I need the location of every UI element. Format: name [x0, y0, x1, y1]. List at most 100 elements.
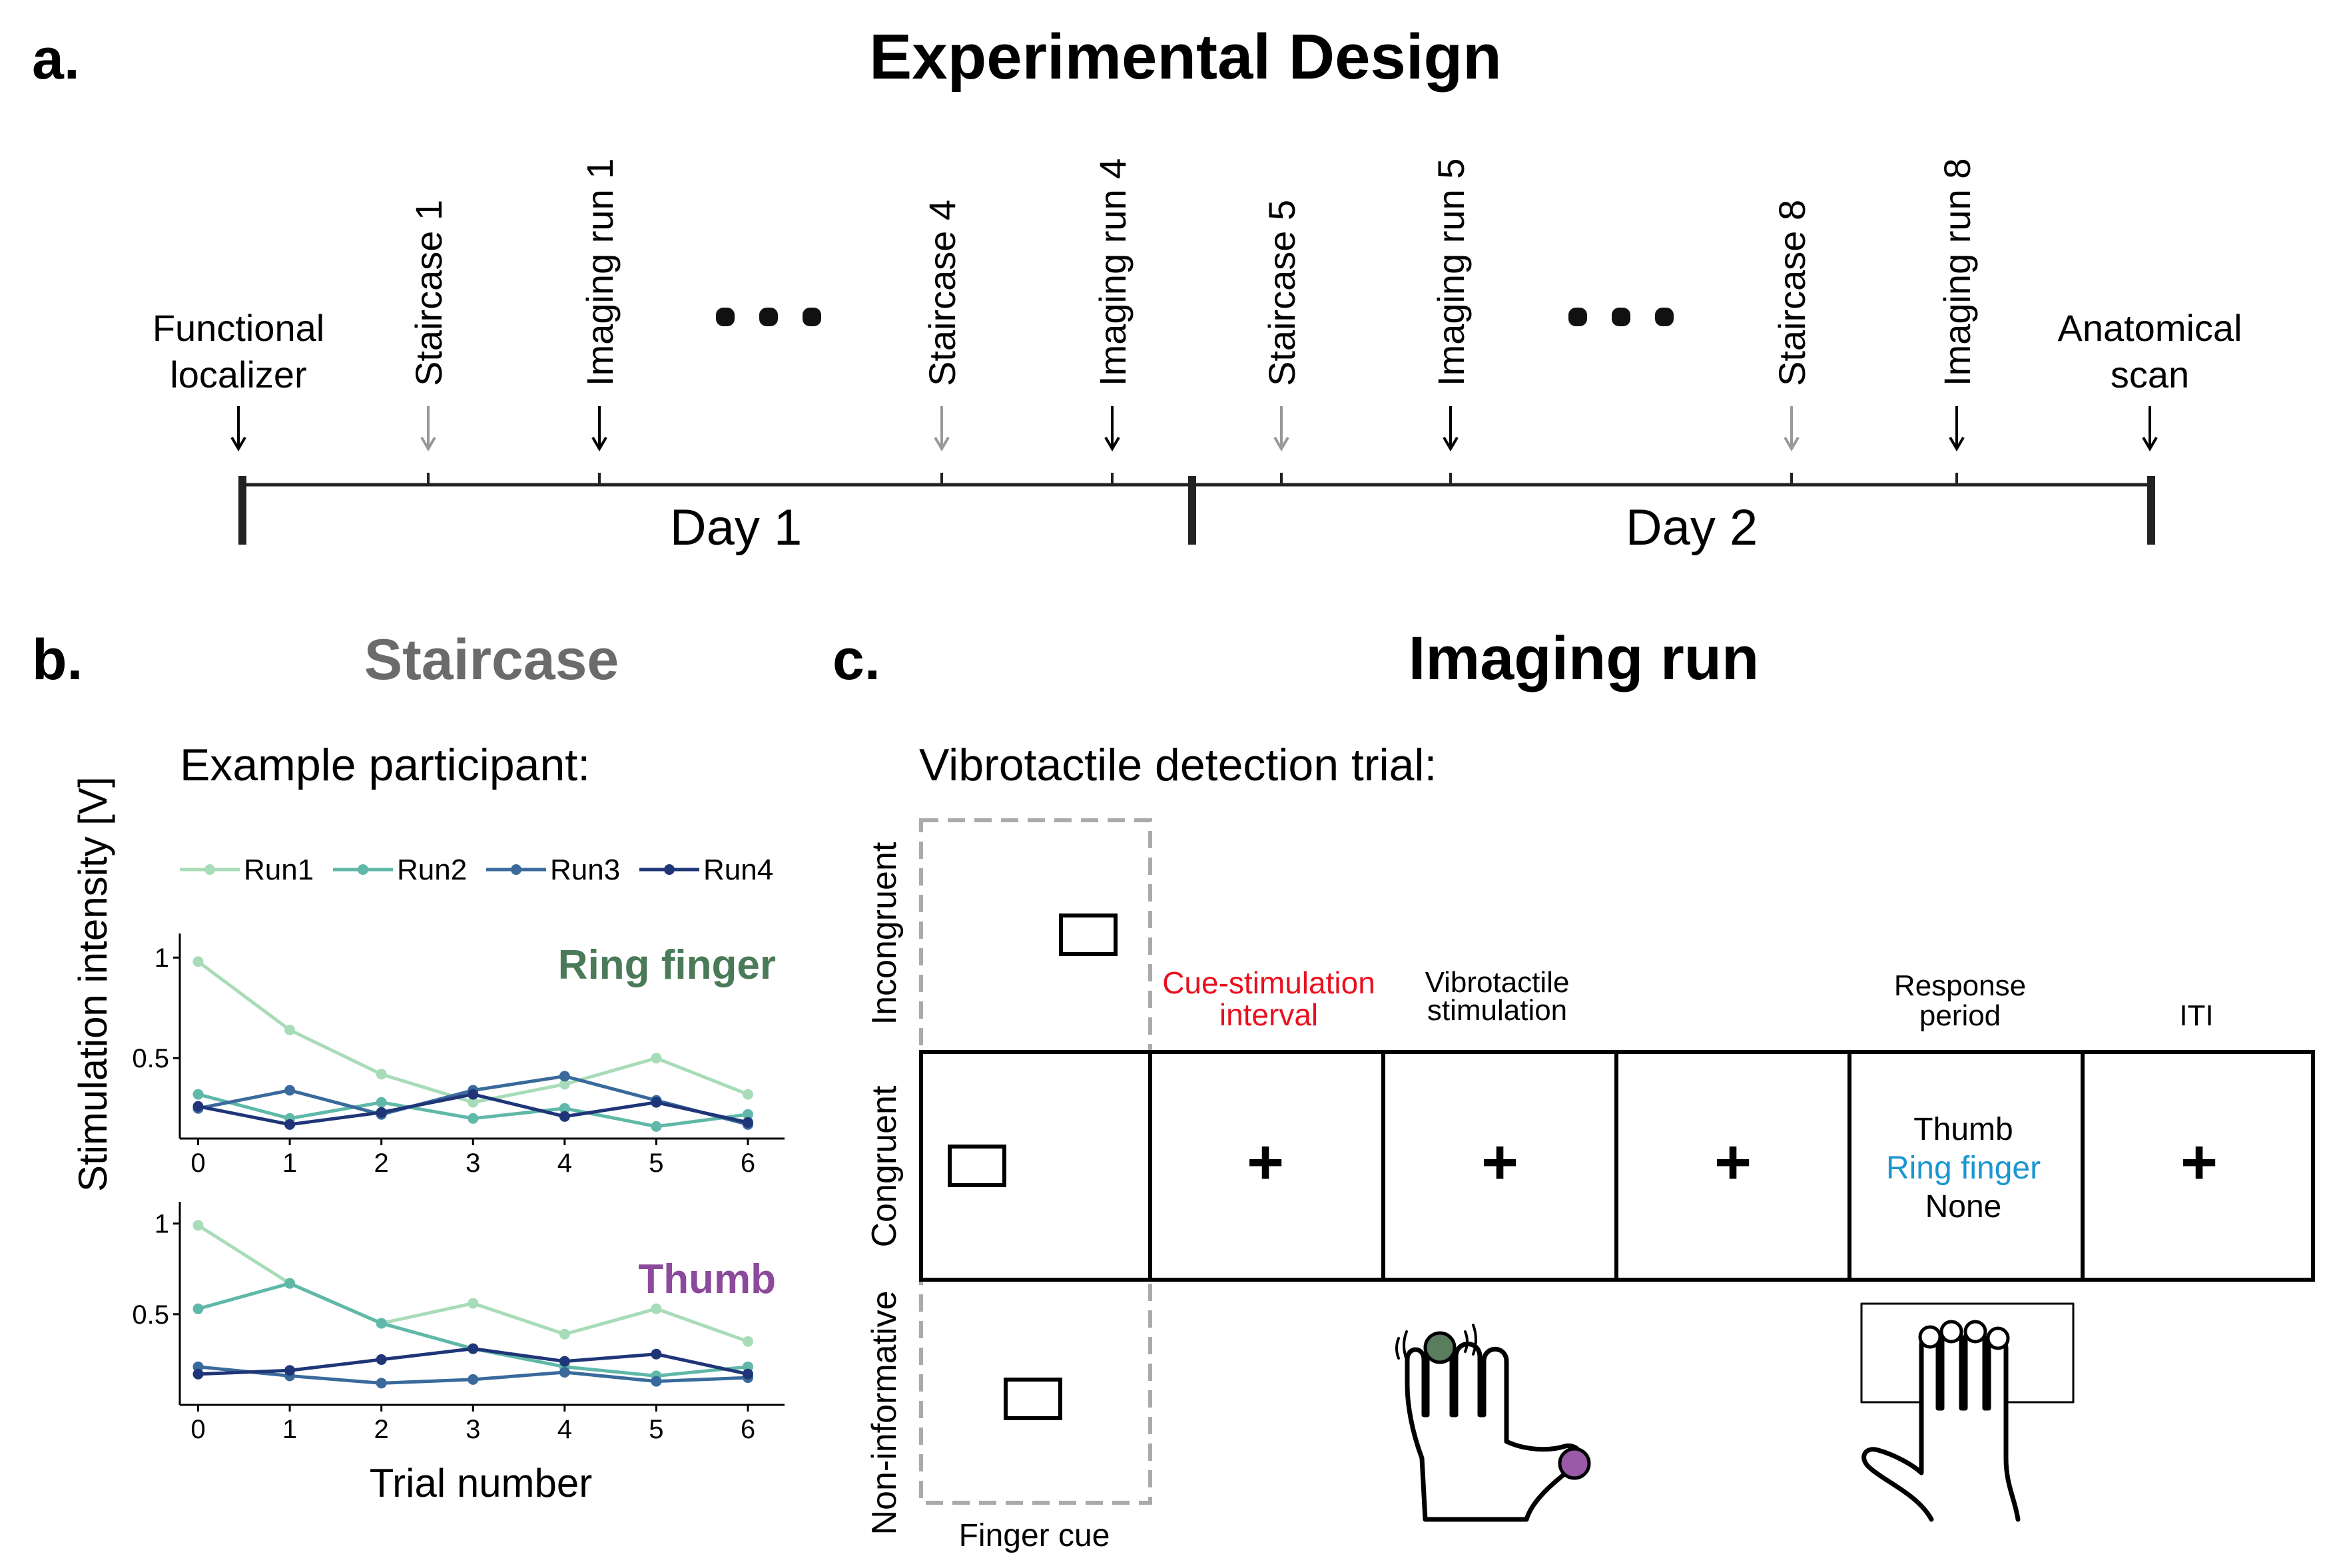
event-staircase-1: Staircase 1 [408, 200, 450, 386]
data-point-run2 [468, 1113, 479, 1124]
day-2-label: Day 2 [1626, 499, 1758, 556]
data-point-run3 [559, 1071, 570, 1082]
x-tick-label: 3 [466, 1415, 480, 1444]
x-tick-label: 3 [466, 1149, 480, 1178]
x-tick-label: 1 [282, 1415, 297, 1444]
legend-swatch-marker [204, 864, 215, 875]
finger-cue-label: Finger cue [959, 1518, 1110, 1553]
event-arrows [230, 406, 2158, 451]
x-tick-label: 5 [649, 1415, 663, 1444]
data-point-run4 [468, 1343, 479, 1354]
fixation-cross: + [1714, 1127, 1752, 1198]
panel-c-subtitle: Vibrotactile detection trial: [919, 740, 1437, 790]
fixation-cross: + [1481, 1127, 1518, 1198]
condition-non-informative: Non-informative [865, 1290, 904, 1535]
event-functional-localizer-line1: Functional [153, 307, 324, 349]
panel-c-title: Imaging run [1409, 625, 1759, 692]
event-staircase-4: Staircase 4 [921, 200, 963, 386]
x-tick-label: 6 [741, 1149, 755, 1178]
data-point-run4 [192, 1368, 204, 1380]
y-tick-label: 0.5 [132, 1300, 169, 1330]
data-point-run2 [192, 1089, 204, 1100]
data-point-run3 [376, 1378, 387, 1389]
data-point-run4 [468, 1089, 479, 1100]
x-tick-label: 0 [190, 1149, 205, 1178]
data-point-run1 [742, 1089, 753, 1100]
data-point-run1 [651, 1303, 662, 1314]
event-imaging-run-8: Imaging run 8 [1936, 158, 1978, 386]
chart-thumb: Thumb 0 1 2 3 4 5 6 0.5 1 [132, 1202, 785, 1444]
data-point-run1 [559, 1328, 570, 1340]
legend-label-run2: Run2 [397, 854, 467, 886]
data-point-run4 [376, 1107, 387, 1118]
response-option-thumb: Thumb [1913, 1112, 2013, 1147]
ellipsis-day1 [716, 308, 821, 326]
timeline [238, 473, 2155, 545]
response-option-ring-finger: Ring finger [1886, 1151, 2041, 1186]
data-point-run4 [742, 1117, 753, 1128]
response-option-none: None [1925, 1189, 2002, 1224]
phase-vibrotactile-line1: Vibrotactile [1425, 966, 1570, 999]
ellipsis-day2 [1568, 308, 1674, 326]
stimulation-hand-icon [1395, 1324, 1591, 1522]
chart-ring-finger: Ring finger 0 1 2 3 4 5 6 0.5 1 [132, 933, 785, 1178]
data-point-run3 [284, 1085, 296, 1096]
data-point-run4 [651, 1348, 662, 1360]
data-point-run2 [559, 1103, 570, 1114]
legend-swatch-marker [358, 864, 368, 875]
panel-b: b. Staircase Example participant: Run1 Ru… [32, 628, 785, 1505]
phase-cue-stimulation-line1: Cue-stimulation [1162, 965, 1375, 1000]
data-point-run4 [284, 1365, 296, 1376]
condition-congruent: Congruent [865, 1085, 904, 1247]
data-point-run4 [376, 1354, 387, 1365]
event-functional-localizer-line2: localizer [170, 354, 306, 395]
fixation-cross: + [2180, 1127, 2218, 1198]
x-tick-label: 1 [282, 1149, 297, 1178]
x-tick-label: 4 [557, 1415, 572, 1444]
cue-congruent-rect [948, 1145, 1006, 1187]
x-tick-label: 2 [374, 1415, 389, 1444]
day-1-label: Day 1 [670, 499, 803, 556]
data-point-run1 [468, 1298, 479, 1309]
data-point-run4 [559, 1111, 570, 1122]
panel-b-title: Staircase [364, 628, 619, 692]
legend-swatch-marker [511, 864, 521, 875]
event-imaging-run-5: Imaging run 5 [1430, 158, 1472, 386]
x-tick-label: 0 [190, 1415, 205, 1444]
panel-b-label: b. [32, 628, 83, 692]
phase-response-line2: period [1919, 999, 2001, 1032]
data-point-run1 [742, 1336, 753, 1347]
phase-cue-stimulation-line2: interval [1219, 997, 1318, 1032]
event-anatomical-scan-line2: scan [2111, 354, 2189, 395]
chart-ring-finger-title: Ring finger [558, 942, 776, 988]
event-imaging-run-1: Imaging run 1 [579, 158, 621, 386]
event-staircase-8: Staircase 8 [1771, 200, 1813, 386]
condition-incongruent: Incongruent [865, 842, 904, 1025]
x-tick-label: 4 [557, 1149, 572, 1178]
data-point-run2 [651, 1121, 662, 1132]
fixation-cross: + [1247, 1127, 1284, 1198]
y-tick-label: 1 [155, 943, 169, 973]
data-point-run1 [559, 1079, 570, 1090]
data-point-run1 [468, 1097, 479, 1108]
data-point-run2 [284, 1278, 296, 1289]
panel-a-title: Experimental Design [869, 21, 1502, 93]
data-point-run2 [742, 1109, 753, 1120]
x-tick-label: 5 [649, 1149, 663, 1178]
legend-swatch-marker [664, 864, 675, 875]
data-point-run3 [468, 1374, 479, 1385]
y-tick-label: 1 [155, 1210, 169, 1239]
data-point-run1 [284, 1024, 296, 1035]
panel-a: a. Experimental Design Functional locali… [32, 21, 2242, 556]
data-point-run2 [192, 1303, 204, 1314]
data-point-run2 [376, 1318, 387, 1329]
event-anatomical-scan-line1: Anatomical [2057, 307, 2242, 349]
data-point-run4 [651, 1097, 662, 1108]
y-axis-label: Stimulation intensity [V] [71, 776, 115, 1192]
phase-vibrotactile-line2: stimulation [1427, 994, 1567, 1027]
legend-label-run3: Run3 [550, 854, 620, 886]
event-imaging-run-4: Imaging run 4 [1092, 158, 1134, 386]
panel-b-subtitle: Example participant: [180, 740, 590, 790]
data-point-run2 [376, 1097, 387, 1108]
